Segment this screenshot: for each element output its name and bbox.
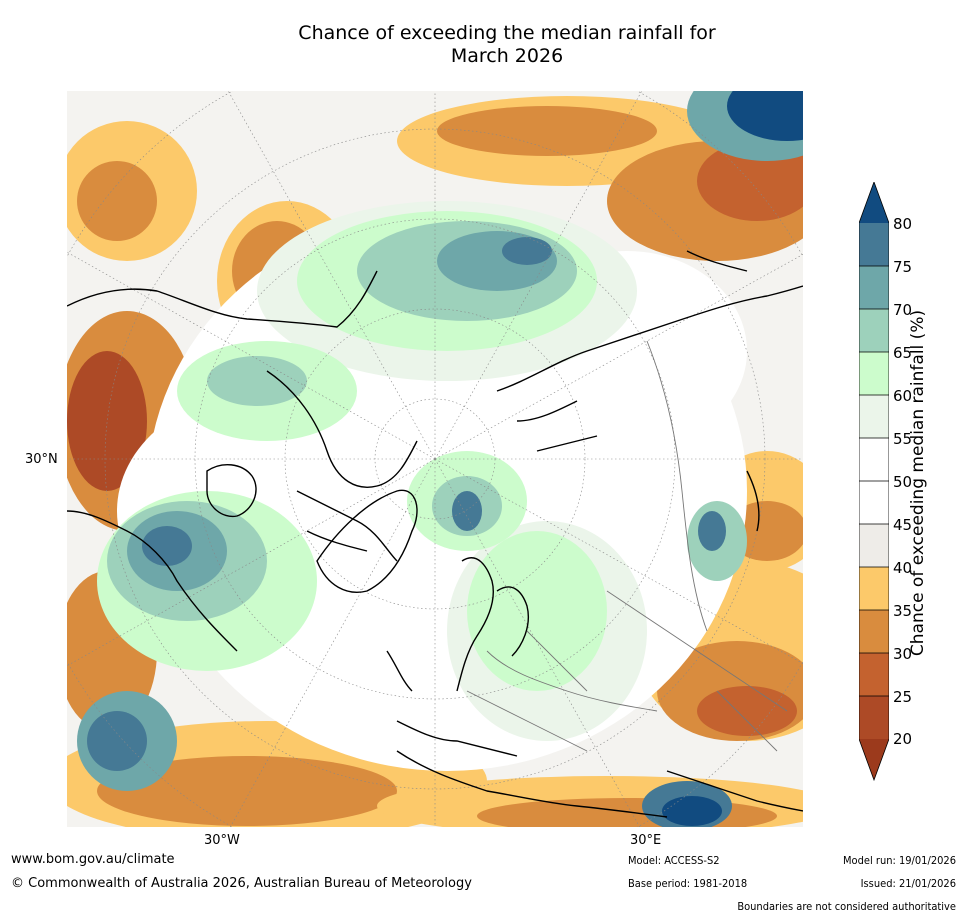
wet-regions — [77, 91, 803, 827]
country-borders — [466, 340, 788, 752]
colorbar-tick-75: 75 — [893, 258, 913, 276]
map-canvas — [67, 91, 803, 827]
issued-date: Issued: 21/01/2026 — [860, 877, 956, 890]
colorbar-tick-20: 20 — [893, 730, 913, 748]
map-title: Chance of exceeding the median rainfall … — [0, 22, 965, 68]
colorbar-band-55-60 — [859, 395, 889, 438]
colorbar-upper-arrow — [859, 182, 889, 223]
colorbar-band-50-55 — [859, 438, 889, 481]
colorbar-band-60-65 — [859, 352, 889, 395]
colorbar-tick-25: 25 — [893, 688, 913, 706]
colorbar-tick-40: 40 — [893, 559, 913, 577]
colorbar-tick-65: 65 — [893, 344, 913, 362]
colorbar-tick-60: 60 — [893, 387, 913, 405]
colorbar-band-70-75 — [859, 266, 889, 309]
graticule — [67, 91, 803, 827]
model-name: Model: ACCESS-S2 — [628, 854, 720, 867]
website-link[interactable]: www.bom.gov.au/climate — [11, 852, 175, 867]
boundary-disclaimer: Boundaries are not considered authoritat… — [737, 900, 956, 913]
lat-label-30n: 30°N — [25, 452, 58, 467]
model-run-date: Model run: 19/01/2026 — [843, 854, 956, 867]
colorbar-band-20-25 — [859, 696, 889, 739]
colorbar-tick-70: 70 — [893, 301, 913, 319]
colorbar-tick-50: 50 — [893, 473, 913, 491]
lon-label-30e: 30°E — [630, 833, 662, 848]
colorbar-band-65-70 — [859, 309, 889, 352]
colorbar-band-75-80 — [859, 223, 889, 266]
colorbar — [859, 182, 889, 782]
colorbar-label: Chance of exceeding median rainfall (%) — [908, 309, 928, 657]
colorbar-band-30-35 — [859, 610, 889, 653]
colorbar-tick-30: 30 — [893, 645, 913, 663]
colorbar-tick-80: 80 — [893, 215, 913, 233]
copyright-notice: © Commonwealth of Australia 2026, Austra… — [11, 876, 472, 891]
colorbar-lower-arrow — [859, 739, 889, 780]
coastlines — [67, 250, 803, 818]
colorbar-band-25-30 — [859, 653, 889, 696]
colorbar-band-45-50 — [859, 481, 889, 524]
rainfall-map — [67, 91, 803, 827]
colorbar-tick-45: 45 — [893, 516, 913, 534]
colorbar-band-40-45 — [859, 524, 889, 567]
lon-label-30w: 30°W — [204, 833, 240, 848]
base-period: Base period: 1981-2018 — [628, 877, 748, 890]
colorbar-band-35-40 — [859, 567, 889, 610]
colorbar-tick-35: 35 — [893, 602, 913, 620]
title-line-2: March 2026 — [450, 45, 564, 67]
title-line-1: Chance of exceeding the median rainfall … — [298, 22, 716, 44]
colorbar-tick-55: 55 — [893, 430, 913, 448]
